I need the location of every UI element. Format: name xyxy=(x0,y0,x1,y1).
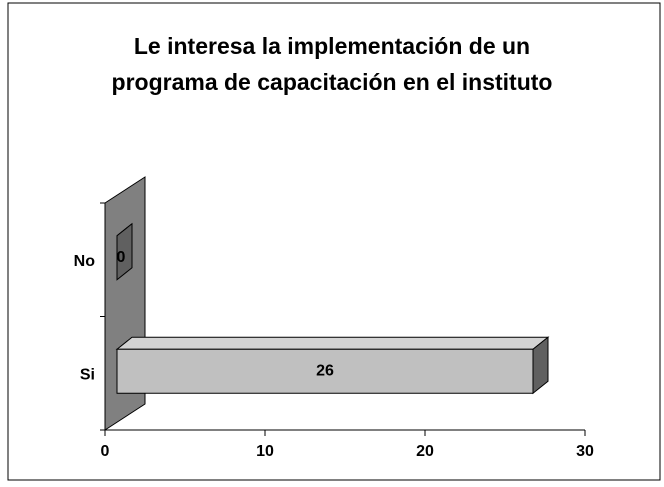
y-tick-label: Si xyxy=(80,366,95,383)
bar-top xyxy=(115,336,550,350)
x-tick-label: 10 xyxy=(256,443,274,460)
value-label: 26 xyxy=(316,362,334,379)
bar xyxy=(116,348,534,394)
bar-side xyxy=(116,222,133,281)
x-tick-label: 30 xyxy=(576,443,594,460)
x-tick-label: 20 xyxy=(416,443,434,460)
chart-title: Le interesa la implementación de un prog… xyxy=(111,33,553,95)
y-tick-label: No xyxy=(74,253,96,270)
value-label: 0 xyxy=(117,249,126,266)
x-tick-label: 0 xyxy=(101,443,110,460)
